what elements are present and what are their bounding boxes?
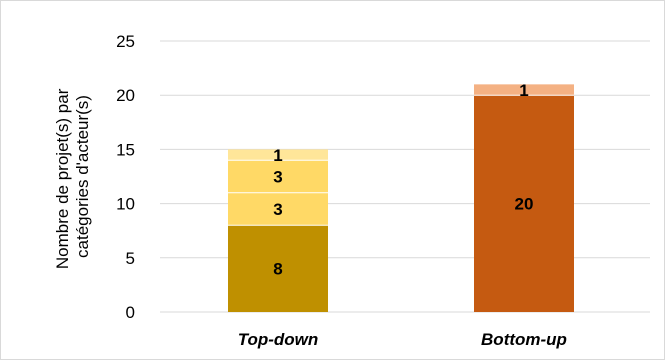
- bar-top-down-segment-3: [228, 149, 328, 161]
- bar-bottom-up-segment-0: [474, 95, 574, 312]
- bars: [228, 84, 574, 312]
- y-tick-label-20: 20: [116, 86, 135, 105]
- y-tick-label-0: 0: [126, 303, 135, 322]
- x-category-label-bottom-up: Bottom-up: [481, 330, 567, 349]
- x-category-label-top-down: Top-down: [238, 330, 319, 349]
- y-tick-labels: 0 5 10 15 20 25: [116, 32, 135, 322]
- data-label-top-down-2: 3: [273, 168, 282, 187]
- y-axis-label-line-1: Nombre de projet(s) par: [53, 88, 72, 269]
- y-tick-label-10: 10: [116, 195, 135, 214]
- data-label-top-down-0: 8: [273, 260, 282, 279]
- bar-bottom-up-segment-1: [474, 84, 574, 96]
- bar-top-down-segment-2: [228, 160, 328, 193]
- data-label-bottom-up-1: 1: [519, 81, 528, 100]
- bar-top-down-segment-1: [228, 192, 328, 226]
- y-tick-label-15: 15: [116, 140, 135, 159]
- bar-top-down-segment-0: [228, 225, 328, 312]
- y-axis-label-line-2: catégories d'acteur(s): [73, 95, 92, 258]
- y-axis-label: Nombre de projet(s) par catégories d'act…: [53, 84, 92, 269]
- data-label-bottom-up-0: 20: [515, 195, 534, 214]
- y-tick-label-25: 25: [116, 32, 135, 51]
- y-tick-label-5: 5: [126, 249, 135, 268]
- data-label-top-down-3: 1: [273, 146, 282, 165]
- x-category-labels: Top-down Bottom-up: [238, 330, 567, 349]
- data-labels: 8 3 3 1 20 1: [273, 81, 533, 279]
- data-label-top-down-1: 3: [273, 200, 282, 219]
